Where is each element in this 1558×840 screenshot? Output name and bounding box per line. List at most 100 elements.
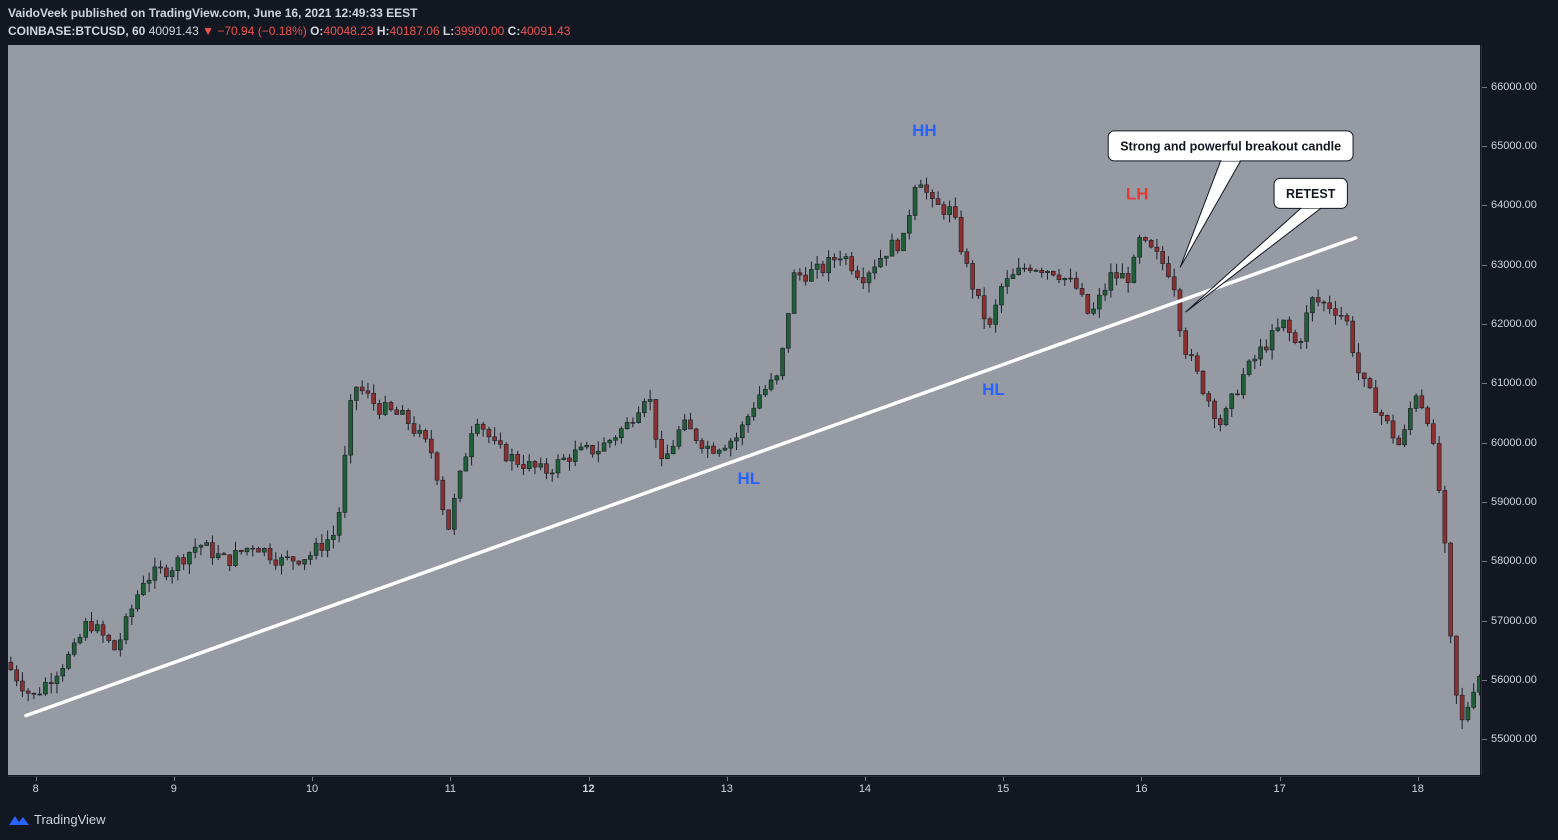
candle <box>642 398 647 418</box>
candle <box>152 557 158 589</box>
price-tick-mark <box>1482 442 1487 444</box>
candle <box>987 316 993 328</box>
candle <box>14 665 19 687</box>
candle <box>400 405 405 415</box>
candle <box>1396 435 1402 446</box>
candle <box>192 538 198 559</box>
candle <box>8 656 14 671</box>
candle <box>1229 392 1235 417</box>
candle <box>1131 254 1137 284</box>
candle <box>1264 339 1269 353</box>
candle <box>1183 327 1189 359</box>
candle <box>43 677 48 696</box>
candle <box>970 260 975 299</box>
swing-label-lh: LH <box>1126 184 1149 203</box>
support-trendline[interactable] <box>24 236 1358 718</box>
candle <box>567 454 572 471</box>
candle <box>1379 409 1384 425</box>
candle <box>37 687 42 696</box>
trendline-group <box>24 236 1358 718</box>
swing-label-hl: HL <box>982 380 1005 399</box>
candle <box>619 426 624 444</box>
candle <box>590 444 595 458</box>
candle <box>659 430 664 467</box>
open-value: 40048.23 <box>323 24 374 38</box>
candle <box>595 441 601 463</box>
chart-plot-area[interactable]: HH HL HL LH Strong and powerful breakout can… <box>8 45 1480 775</box>
candle <box>780 347 785 380</box>
high-value: 40187.06 <box>389 24 440 38</box>
tradingview-logo-icon <box>9 815 29 825</box>
price-tick-mark <box>1482 145 1487 147</box>
callout[interactable]: RETEST <box>1185 177 1348 313</box>
candle <box>682 413 687 432</box>
time-tick-mark <box>588 777 590 781</box>
candle <box>1246 359 1252 377</box>
candle <box>705 440 711 459</box>
candle <box>544 458 549 480</box>
candle <box>676 426 682 450</box>
time-tick-label: 17 <box>1273 783 1286 795</box>
candle <box>578 442 584 451</box>
callout[interactable]: Strong and powerful breakout candle <box>1107 130 1354 268</box>
change-arrow-icon: ▼ <box>202 24 214 38</box>
candle <box>745 413 751 433</box>
candle <box>290 555 296 570</box>
candle <box>25 688 31 702</box>
candle <box>1373 379 1379 413</box>
candle <box>198 544 204 556</box>
time-tick-label: 14 <box>858 783 872 795</box>
candle <box>826 250 831 282</box>
candle <box>469 426 474 466</box>
time-tick-mark <box>864 777 866 781</box>
time-tick-label: 12 <box>582 783 595 795</box>
candles-group <box>8 177 1480 730</box>
time-axis[interactable]: 8 9 10 11 12 13 14 15 16 17 18 <box>8 776 1480 803</box>
time-tick-mark <box>726 777 728 781</box>
price-tick-mark <box>1482 205 1487 207</box>
time-tick-mark <box>173 777 175 781</box>
candle <box>1471 683 1476 710</box>
candle <box>1321 300 1327 312</box>
candle <box>158 560 163 574</box>
candle <box>768 372 774 392</box>
candle <box>1217 414 1223 432</box>
candle <box>688 412 693 430</box>
candle <box>1425 405 1430 427</box>
candle <box>1114 263 1119 286</box>
candle <box>1281 319 1286 332</box>
candle <box>509 448 515 471</box>
candle <box>452 493 457 535</box>
candle <box>1269 324 1275 360</box>
candle <box>1085 293 1091 315</box>
candle <box>555 454 561 479</box>
candle <box>889 233 895 257</box>
candle <box>1143 236 1148 243</box>
candle <box>711 442 716 455</box>
price-tick-label: 65000.00 <box>1491 139 1537 152</box>
candle <box>1459 687 1465 730</box>
candlestick-chart[interactable]: HH HL HL LH Strong and powerful breakout can… <box>8 45 1480 775</box>
footer-brand[interactable]: TradingView <box>8 812 106 827</box>
candle <box>238 549 244 555</box>
candle <box>244 547 250 556</box>
chart-header: VaidoVeek published on TradingView.com, … <box>8 4 570 40</box>
candle <box>382 395 388 416</box>
candle <box>210 535 215 565</box>
candle <box>751 401 757 421</box>
candle <box>809 261 814 283</box>
price-axis[interactable]: 55000.00 56000.00 57000.00 58000.00 59000.00… <box>1481 45 1558 775</box>
candle <box>221 551 227 556</box>
candle <box>169 566 175 584</box>
time-tick-label: 16 <box>1135 783 1148 795</box>
candle <box>1361 372 1367 388</box>
candle <box>48 672 54 694</box>
candle <box>757 386 762 410</box>
candle <box>670 440 676 455</box>
candle <box>463 452 469 472</box>
time-tick-mark <box>1279 777 1281 781</box>
candle <box>135 590 140 612</box>
candle <box>624 417 630 430</box>
candle <box>1079 282 1085 297</box>
price-tick-mark <box>1482 739 1487 741</box>
